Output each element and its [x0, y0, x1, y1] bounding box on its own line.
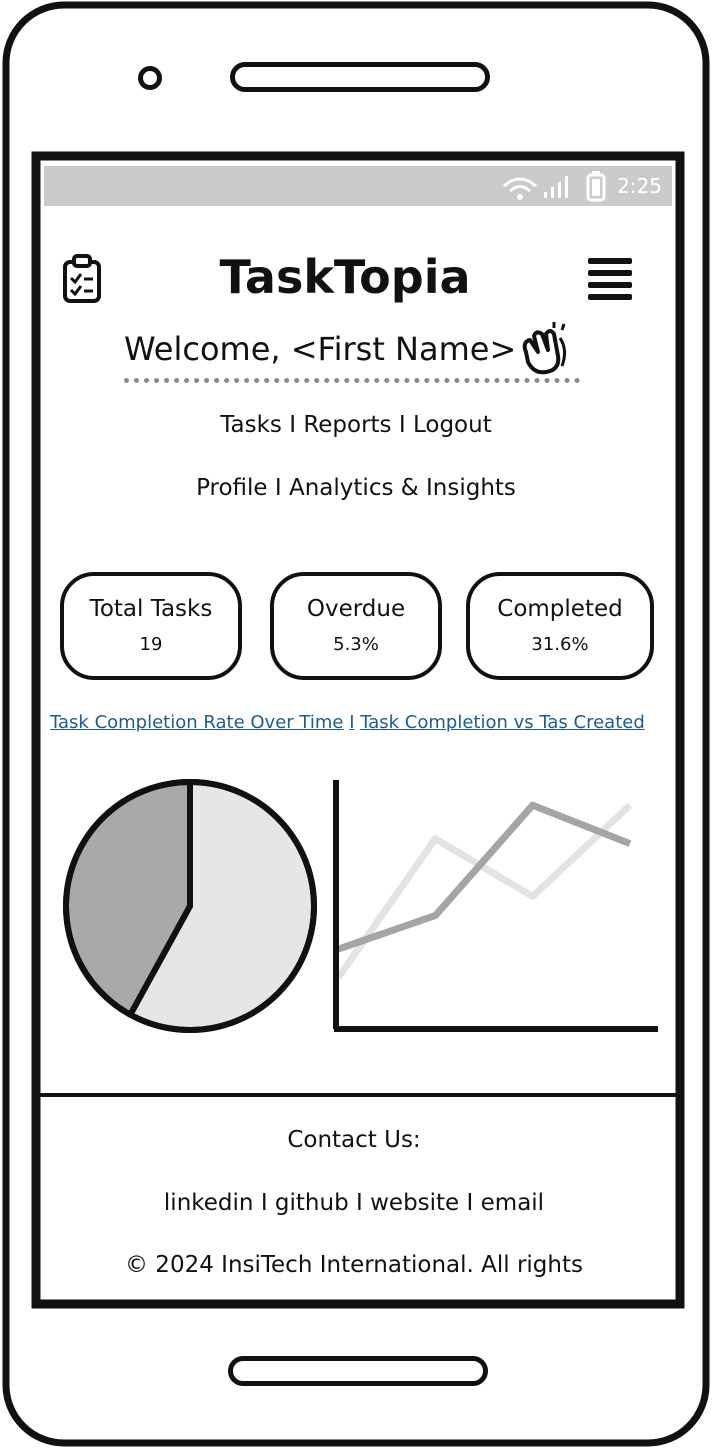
nav-row-secondary: Profile I Analytics & Insights: [0, 475, 712, 501]
status-time: 2:25: [617, 174, 662, 198]
footer: Contact Us: linkedin I github I website …: [34, 1097, 674, 1305]
clipboard-icon[interactable]: [62, 254, 102, 304]
nav-separator: I: [274, 475, 282, 501]
earpiece: [230, 62, 490, 92]
footer-copyright: © 2024 InsiTech International. All right…: [125, 1252, 583, 1278]
stat-label: Completed: [497, 596, 623, 622]
stat-card-completed[interactable]: Completed 31.6%: [466, 572, 654, 680]
welcome-divider: [124, 378, 580, 383]
stat-value: 5.3%: [333, 634, 379, 655]
chart-links: Task Completion Rate Over Time I Task Co…: [50, 712, 670, 733]
hamburger-menu-icon[interactable]: [586, 256, 634, 302]
footer-link-linkedin[interactable]: linkedin: [163, 1190, 254, 1216]
link-completion-rate[interactable]: Task Completion Rate Over Time: [50, 712, 344, 733]
welcome-message: Welcome, <First Name>: [124, 330, 517, 368]
nav-link-analytics[interactable]: Analytics & Insights: [289, 475, 516, 501]
nav-separator: I: [289, 412, 296, 438]
battery-icon: [586, 171, 606, 202]
footer-link-website[interactable]: website: [370, 1190, 460, 1216]
waving-hands-icon: [522, 322, 567, 375]
home-button[interactable]: [228, 1356, 488, 1386]
line-series-1: [336, 801, 632, 953]
footer-separator: I: [356, 1190, 363, 1216]
nav-link-logout[interactable]: Logout: [412, 412, 492, 438]
link-completion-vs-created[interactable]: Task Completion vs Tas Created: [360, 712, 645, 733]
app-title: TaskTopia: [219, 250, 471, 304]
pie-outline: [63, 779, 317, 1033]
stat-value: 31.6%: [531, 634, 589, 655]
status-bar: 2:25: [44, 166, 672, 206]
pie-chart: [63, 779, 317, 1033]
nav-link-profile[interactable]: Profile: [196, 475, 268, 501]
stat-value: 19: [139, 634, 163, 655]
nav-separator: I: [398, 412, 406, 438]
stat-card-overdue[interactable]: Overdue 5.3%: [270, 572, 442, 680]
line-series-0: [335, 802, 633, 981]
wifi-icon: [503, 177, 537, 200]
footer-link-email[interactable]: email: [480, 1190, 545, 1216]
stat-label: Total Tasks: [89, 596, 213, 622]
nav-link-reports[interactable]: Reports: [303, 412, 392, 438]
line-chart: [333, 780, 658, 1032]
camera-icon: [138, 66, 162, 90]
signal-icon: [544, 176, 568, 198]
footer-separator: I: [466, 1190, 474, 1216]
nav-link-tasks[interactable]: Tasks: [220, 412, 282, 438]
footer-contact-heading: Contact Us:: [287, 1127, 421, 1153]
nav-row-primary: Tasks I Reports I Logout: [0, 412, 712, 438]
stat-card-total-tasks[interactable]: Total Tasks 19: [60, 572, 242, 680]
footer-link-github[interactable]: github: [274, 1190, 349, 1216]
footer-links: linkedin I github I website I email: [34, 1190, 674, 1216]
chart-link-separator: I: [349, 712, 355, 733]
stat-label: Overdue: [306, 596, 406, 622]
footer-separator: I: [260, 1190, 268, 1216]
